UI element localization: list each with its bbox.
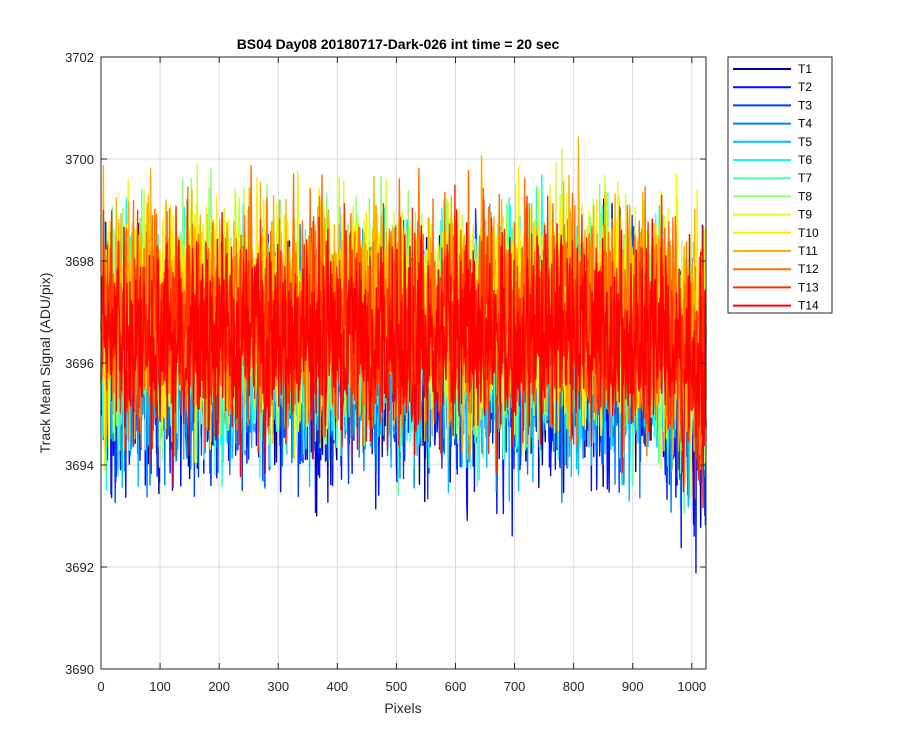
legend-item-label: T10 (798, 226, 819, 240)
y-tick-label: 3702 (65, 50, 94, 65)
x-tick-label: 100 (149, 679, 171, 694)
legend-item-label: T6 (798, 153, 812, 167)
legend-item-label: T4 (798, 117, 812, 131)
legend-item-label: T3 (798, 98, 812, 112)
legend-box (727, 56, 833, 314)
legend-item-label: T1 (798, 62, 812, 76)
x-tick-label: 400 (326, 679, 348, 694)
x-tick-label: 800 (563, 679, 585, 694)
y-tick-labels: 3690 3692 3694 3696 3698 3700 3702 (65, 50, 94, 677)
y-tick-label: 3690 (65, 662, 94, 677)
y-tick-label: 3696 (65, 356, 94, 371)
x-tick-label: 500 (386, 679, 408, 694)
x-tick-label: 200 (208, 679, 230, 694)
y-tick-label: 3694 (65, 458, 94, 473)
y-tick-label: 3692 (65, 560, 94, 575)
chart-title: BS04 Day08 20180717-Dark-026 int time = … (237, 36, 560, 52)
legend-item-label: T13 (798, 280, 819, 294)
x-tick-label: 600 (445, 679, 467, 694)
legend-item-label: T14 (798, 299, 819, 313)
legend-item-label: T11 (798, 244, 818, 258)
series-line-t14 (100, 209, 707, 509)
legend-item-label: T12 (798, 262, 819, 276)
legend-item-label: T5 (798, 135, 812, 149)
legend-item-label: T7 (798, 171, 812, 185)
x-tick-labels: 0 100 200 300 400 500 600 700 800 900 1000 (97, 679, 706, 694)
ticks (100, 56, 706, 670)
series-lines (100, 136, 707, 574)
x-tick-label: 900 (622, 679, 644, 694)
x-tick-label: 1000 (677, 679, 706, 694)
y-axis-label: Track Mean Signal (ADU/pix) (37, 273, 53, 454)
x-tick-label: 0 (97, 679, 104, 694)
x-axis-label: Pixels (384, 700, 421, 716)
legend-item-label: T8 (798, 189, 812, 203)
legend-item-label: T2 (798, 80, 812, 94)
legend-item-label: T9 (798, 208, 812, 222)
y-tick-label: 3698 (65, 254, 94, 269)
x-tick-label: 300 (267, 679, 289, 694)
x-tick-label: 700 (504, 679, 526, 694)
y-tick-label: 3700 (65, 152, 94, 167)
legend: T1 T2 T3 T4 T5 T6 T7 T8 T9 T10 T11 T12 T13 T14 (727, 56, 833, 314)
